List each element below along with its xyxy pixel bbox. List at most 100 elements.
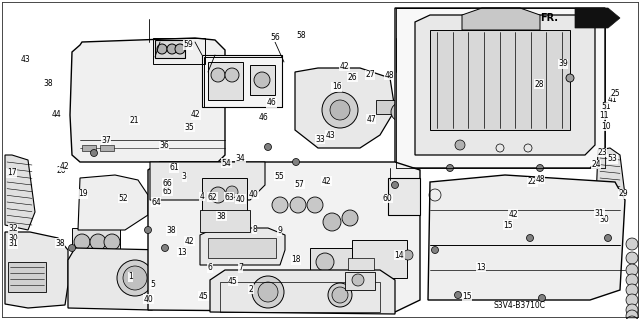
Text: 33: 33 — [315, 135, 325, 144]
Bar — [82, 145, 96, 151]
Bar — [396, 105, 414, 119]
Bar — [202, 55, 282, 107]
Text: 3: 3 — [182, 172, 187, 181]
Circle shape — [431, 247, 438, 254]
Text: 51: 51 — [601, 102, 611, 111]
Polygon shape — [178, 265, 205, 298]
Circle shape — [157, 44, 167, 54]
Circle shape — [117, 260, 153, 296]
Text: 25: 25 — [610, 89, 620, 98]
Bar — [208, 62, 243, 100]
Circle shape — [210, 187, 226, 203]
Bar — [345, 272, 375, 290]
Text: 59: 59 — [183, 40, 193, 49]
Circle shape — [527, 234, 534, 241]
Text: 15: 15 — [462, 292, 472, 300]
Text: 41: 41 — [607, 95, 618, 104]
Circle shape — [90, 150, 97, 157]
Text: 28: 28 — [534, 80, 543, 89]
Circle shape — [536, 165, 543, 172]
Text: 42: 42 — [339, 62, 349, 71]
Text: 14: 14 — [394, 251, 404, 260]
Text: 60: 60 — [383, 194, 393, 203]
Text: 42: 42 — [184, 237, 195, 246]
Text: 42: 42 — [508, 210, 518, 219]
Text: 38: 38 — [55, 239, 65, 248]
Polygon shape — [78, 175, 148, 230]
Circle shape — [626, 316, 638, 319]
Text: 10: 10 — [601, 122, 611, 131]
Text: 27: 27 — [365, 70, 375, 79]
Bar — [430, 30, 570, 130]
Text: 35: 35 — [184, 123, 195, 132]
Circle shape — [538, 294, 545, 301]
Bar — [200, 210, 250, 232]
Polygon shape — [395, 8, 605, 168]
Circle shape — [68, 244, 76, 251]
Text: 61: 61 — [169, 163, 179, 172]
Polygon shape — [428, 175, 625, 300]
Text: 2: 2 — [248, 285, 253, 293]
Text: 16: 16 — [332, 82, 342, 91]
Circle shape — [316, 253, 334, 271]
Bar — [204, 57, 282, 107]
Text: 44: 44 — [51, 110, 61, 119]
Text: 8: 8 — [252, 225, 257, 234]
Circle shape — [392, 182, 399, 189]
Text: 24: 24 — [591, 160, 601, 169]
Text: 54: 54 — [221, 159, 232, 168]
Circle shape — [626, 274, 638, 286]
Text: 22: 22 — [528, 177, 537, 186]
Text: 45: 45 — [198, 292, 209, 300]
Text: 32: 32 — [8, 224, 18, 233]
Text: 38: 38 — [166, 226, 177, 235]
Circle shape — [226, 186, 238, 198]
Text: 5: 5 — [150, 280, 155, 289]
Bar — [202, 178, 247, 213]
Polygon shape — [295, 68, 395, 148]
Text: 15: 15 — [503, 221, 513, 230]
Circle shape — [145, 226, 152, 234]
Polygon shape — [148, 162, 420, 312]
Polygon shape — [68, 248, 178, 310]
Circle shape — [252, 276, 284, 308]
Bar — [310, 248, 352, 278]
Circle shape — [626, 252, 638, 264]
Polygon shape — [222, 278, 308, 295]
Text: S3V4-B3710C: S3V4-B3710C — [494, 300, 546, 309]
Polygon shape — [596, 148, 625, 205]
Polygon shape — [388, 178, 420, 215]
Bar — [376, 100, 396, 114]
Circle shape — [272, 197, 288, 213]
Text: 39: 39 — [558, 59, 568, 68]
Circle shape — [167, 44, 177, 54]
Text: 30: 30 — [8, 234, 18, 243]
Circle shape — [330, 100, 350, 120]
Circle shape — [626, 284, 638, 296]
Bar — [72, 228, 120, 268]
Circle shape — [352, 274, 364, 286]
Polygon shape — [415, 15, 595, 155]
Circle shape — [454, 292, 461, 299]
Text: 31: 31 — [595, 209, 605, 218]
Bar — [250, 65, 275, 95]
Text: 64: 64 — [151, 198, 161, 207]
Text: 63: 63 — [224, 193, 234, 202]
Circle shape — [323, 213, 341, 231]
Text: 40: 40 — [248, 190, 259, 199]
Circle shape — [104, 234, 120, 250]
Text: 46: 46 — [259, 113, 269, 122]
Text: 6: 6 — [207, 263, 212, 272]
Polygon shape — [575, 8, 620, 28]
Circle shape — [626, 264, 638, 276]
Circle shape — [626, 304, 638, 316]
Circle shape — [175, 44, 185, 54]
Text: 48: 48 — [384, 71, 394, 80]
Polygon shape — [150, 162, 265, 200]
Text: 65: 65 — [163, 187, 173, 196]
Text: 13: 13 — [177, 248, 187, 256]
Text: 18: 18 — [291, 255, 300, 264]
Circle shape — [264, 144, 271, 151]
Text: 20: 20 — [56, 167, 67, 175]
Circle shape — [161, 244, 168, 251]
